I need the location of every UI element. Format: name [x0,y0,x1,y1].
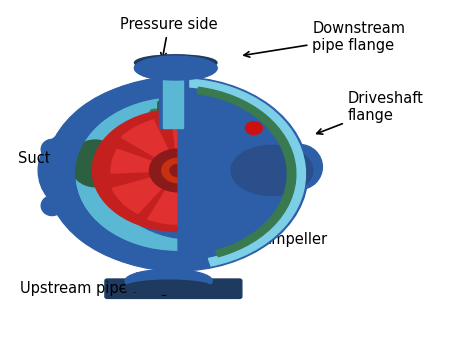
Ellipse shape [38,132,104,209]
Ellipse shape [228,144,315,197]
FancyBboxPatch shape [150,109,190,143]
Ellipse shape [161,135,270,220]
Wedge shape [172,115,209,170]
Ellipse shape [106,118,250,230]
Wedge shape [178,168,249,193]
Ellipse shape [125,280,212,294]
Wedge shape [197,87,296,257]
Ellipse shape [135,55,217,81]
Wedge shape [148,170,184,224]
Text: Pressure side: Pressure side [120,17,218,59]
Text: Downstream
pipe flange: Downstream pipe flange [244,21,405,57]
Circle shape [162,158,194,183]
Wedge shape [178,77,308,271]
Circle shape [149,149,207,192]
FancyBboxPatch shape [163,102,182,147]
Wedge shape [48,77,178,271]
Text: Upstream pipe flange: Upstream pipe flange [20,273,178,296]
Wedge shape [188,79,305,266]
FancyBboxPatch shape [164,79,183,128]
Ellipse shape [119,128,237,220]
Text: Impeller: Impeller [208,198,328,247]
Ellipse shape [70,140,120,187]
Ellipse shape [41,196,63,215]
Ellipse shape [46,80,292,268]
Text: Suction side: Suction side [18,151,108,173]
Ellipse shape [135,56,217,80]
Circle shape [246,122,263,135]
FancyBboxPatch shape [159,72,188,128]
FancyBboxPatch shape [156,73,191,125]
Wedge shape [112,170,178,213]
Ellipse shape [231,145,313,196]
FancyBboxPatch shape [158,101,182,130]
Ellipse shape [92,109,264,231]
Wedge shape [178,170,232,219]
Ellipse shape [277,144,322,189]
Ellipse shape [108,109,276,239]
Ellipse shape [125,269,212,292]
Ellipse shape [41,140,63,159]
Wedge shape [178,128,243,170]
FancyBboxPatch shape [105,279,242,299]
Ellipse shape [135,55,217,71]
FancyBboxPatch shape [154,225,184,274]
Ellipse shape [76,98,271,250]
Circle shape [170,164,186,176]
Wedge shape [111,149,178,173]
Wedge shape [121,120,178,170]
Text: Driveshaft
flange: Driveshaft flange [317,91,424,134]
